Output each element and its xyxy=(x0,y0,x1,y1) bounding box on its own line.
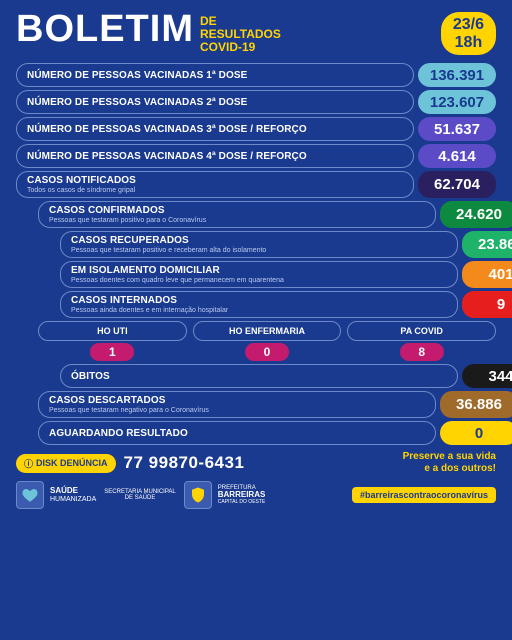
footer: SAÚDE HUMANIZADA SECRETARIA MUNICIPAL DE… xyxy=(16,481,496,509)
stat-row: NÚMERO DE PESSOAS VACINADAS 2ª DOSE 123.6… xyxy=(16,90,496,114)
stat-label-wrap: CASOS RECUPERADOSPessoas que testaram po… xyxy=(60,231,458,258)
stat-label-wrap: AGUARDANDO RESULTADO xyxy=(38,421,436,445)
title-block: BOLETIM DE RESULTADOS COVID-19 xyxy=(16,12,281,55)
stat-label: ÓBITOS xyxy=(71,371,447,382)
hospitalization-row: HO UTI 1 HO ENFERMARIA 0 PA COVID 8 xyxy=(38,321,496,361)
date-value: 23/6 xyxy=(453,16,484,34)
stat-row: NÚMERO DE PESSOAS VACINADAS 4ª DOSE / RE… xyxy=(16,144,496,168)
hosp-label: HO ENFERMARIA xyxy=(193,321,342,341)
stat-value: 0 xyxy=(440,421,512,445)
stat-label: CASOS NOTIFICADOS xyxy=(27,175,403,186)
preserve-message: Preserve a sua vida e a dos outros! xyxy=(403,451,496,475)
stat-label-wrap: ÓBITOS xyxy=(60,364,458,388)
stat-label-wrap: NÚMERO DE PESSOAS VACINADAS 2ª DOSE xyxy=(16,90,414,114)
time-value: 18h xyxy=(453,34,484,52)
sec-line: DE SAÚDE xyxy=(104,495,175,502)
stat-row: CASOS INTERNADOSPessoas ainda doentes e … xyxy=(60,291,512,318)
stat-label-wrap: CASOS DESCARTADOSPessoas que testaram ne… xyxy=(38,391,436,418)
stat-sublabel: Pessoas que testaram positivo para o Cor… xyxy=(49,217,425,224)
phone-number: 77 99870-6431 xyxy=(124,453,245,473)
stat-value: 36.886 xyxy=(440,391,512,418)
hosp-value: 8 xyxy=(400,343,444,361)
stat-label: CASOS CONFIRMADOS xyxy=(49,205,425,216)
stat-sublabel: Pessoas ainda doentes e em internação ho… xyxy=(71,307,447,314)
stat-row: CASOS NOTIFICADOSTodos os casos de síndr… xyxy=(16,171,496,198)
stat-row: CASOS CONFIRMADOSPessoas que testaram po… xyxy=(38,201,512,228)
logo-saude-text: SAÚDE HUMANIZADA xyxy=(50,487,96,503)
stat-label: NÚMERO DE PESSOAS VACINADAS 3ª DOSE / RE… xyxy=(27,124,403,135)
hosp-label: PA COVID xyxy=(347,321,496,341)
stat-label-wrap: CASOS NOTIFICADOSTodos os casos de síndr… xyxy=(16,171,414,198)
stat-label: AGUARDANDO RESULTADO xyxy=(49,428,425,439)
hosp-value: 0 xyxy=(245,343,289,361)
stat-value: 62.704 xyxy=(418,171,496,198)
stat-value: 51.637 xyxy=(418,117,496,141)
stat-value: 24.620 xyxy=(440,201,512,228)
hashtag-pill: #barreirascontraocoronavírus xyxy=(352,487,496,503)
stat-label-wrap: NÚMERO DE PESSOAS VACINADAS 3ª DOSE / RE… xyxy=(16,117,414,141)
stat-row: CASOS RECUPERADOSPessoas que testaram po… xyxy=(60,231,512,258)
preserve-line: Preserve a sua vida xyxy=(403,451,496,463)
logo-barreiras-text: PREFEITURA BARREIRAS CAPITAL DO OESTE xyxy=(218,485,266,506)
stat-rows: NÚMERO DE PESSOAS VACINADAS 1ª DOSE 136.3… xyxy=(16,63,496,445)
stat-label-wrap: CASOS CONFIRMADOSPessoas que testaram po… xyxy=(38,201,436,228)
stat-value: 401 xyxy=(462,261,512,288)
stat-label-wrap: EM ISOLAMENTO DOMICILIARPessoas doentes … xyxy=(60,261,458,288)
logo-barreiras: PREFEITURA BARREIRAS CAPITAL DO OESTE xyxy=(184,481,266,509)
stat-row: AGUARDANDO RESULTADO 0 xyxy=(38,421,512,445)
stat-label-wrap: NÚMERO DE PESSOAS VACINADAS 1ª DOSE xyxy=(16,63,414,87)
secretaria-text: SECRETARIA MUNICIPAL DE SAÚDE xyxy=(104,489,175,502)
stat-value: 123.607 xyxy=(418,90,496,114)
stat-label: NÚMERO DE PESSOAS VACINADAS 2ª DOSE xyxy=(27,97,403,108)
stat-label: NÚMERO DE PESSOAS VACINADAS 4ª DOSE / RE… xyxy=(27,151,403,162)
shield-icon xyxy=(184,481,212,509)
stat-row: CASOS DESCARTADOSPessoas que testaram ne… xyxy=(38,391,512,418)
hosp-col: PA COVID 8 xyxy=(347,321,496,361)
stat-value: 344 xyxy=(462,364,512,388)
heart-icon xyxy=(16,481,44,509)
subtitle-line: COVID-19 xyxy=(200,41,281,54)
stat-label-wrap: CASOS INTERNADOSPessoas ainda doentes e … xyxy=(60,291,458,318)
header: BOLETIM DE RESULTADOS COVID-19 23/6 18h xyxy=(16,12,496,55)
info-icon: ⓘ xyxy=(24,457,33,470)
logo-saude: SAÚDE HUMANIZADA xyxy=(16,481,96,509)
stat-label: NÚMERO DE PESSOAS VACINADAS 1ª DOSE xyxy=(27,70,403,81)
stat-label: CASOS DESCARTADOS xyxy=(49,395,425,406)
stat-sublabel: Pessoas que testaram negativo para o Cor… xyxy=(49,407,425,414)
stat-sublabel: Pessoas que testaram positivo e recebera… xyxy=(71,247,447,254)
stat-label: CASOS RECUPERADOS xyxy=(71,235,447,246)
stat-value: 9 xyxy=(462,291,512,318)
preserve-line: e a dos outros! xyxy=(403,463,496,475)
title-main: BOLETIM xyxy=(16,12,194,46)
stat-sublabel: Pessoas doentes com quadro leve que perm… xyxy=(71,277,447,284)
disk-pill: ⓘ DISK DENÚNCIA xyxy=(16,454,116,473)
stat-label: EM ISOLAMENTO DOMICILIAR xyxy=(71,265,447,276)
date-pill: 23/6 18h xyxy=(441,12,496,55)
stat-value: 4.614 xyxy=(418,144,496,168)
stat-sublabel: Todos os casos de síndrome gripal xyxy=(27,187,403,194)
hosp-col: HO ENFERMARIA 0 xyxy=(193,321,342,361)
logo-line: CAPITAL DO OESTE xyxy=(218,500,266,506)
hosp-col: HO UTI 1 xyxy=(38,321,187,361)
stat-label: CASOS INTERNADOS xyxy=(71,295,447,306)
disk-label: DISK DENÚNCIA xyxy=(36,458,108,468)
stat-row: NÚMERO DE PESSOAS VACINADAS 3ª DOSE / RE… xyxy=(16,117,496,141)
stat-row: ÓBITOS 344 xyxy=(60,364,512,388)
stat-row: EM ISOLAMENTO DOMICILIARPessoas doentes … xyxy=(60,261,512,288)
stat-row: NÚMERO DE PESSOAS VACINADAS 1ª DOSE 136.3… xyxy=(16,63,496,87)
stat-value: 136.391 xyxy=(418,63,496,87)
logo-line: SAÚDE xyxy=(50,487,96,496)
title-subtitle: DE RESULTADOS COVID-19 xyxy=(200,15,281,55)
stat-label-wrap: NÚMERO DE PESSOAS VACINADAS 4ª DOSE / RE… xyxy=(16,144,414,168)
disk-row: ⓘ DISK DENÚNCIA 77 99870-6431 Preserve a… xyxy=(16,451,496,475)
hosp-value: 1 xyxy=(90,343,134,361)
stat-value: 23.866 xyxy=(462,231,512,258)
logo-line: HUMANIZADA xyxy=(50,496,96,504)
hosp-label: HO UTI xyxy=(38,321,187,341)
